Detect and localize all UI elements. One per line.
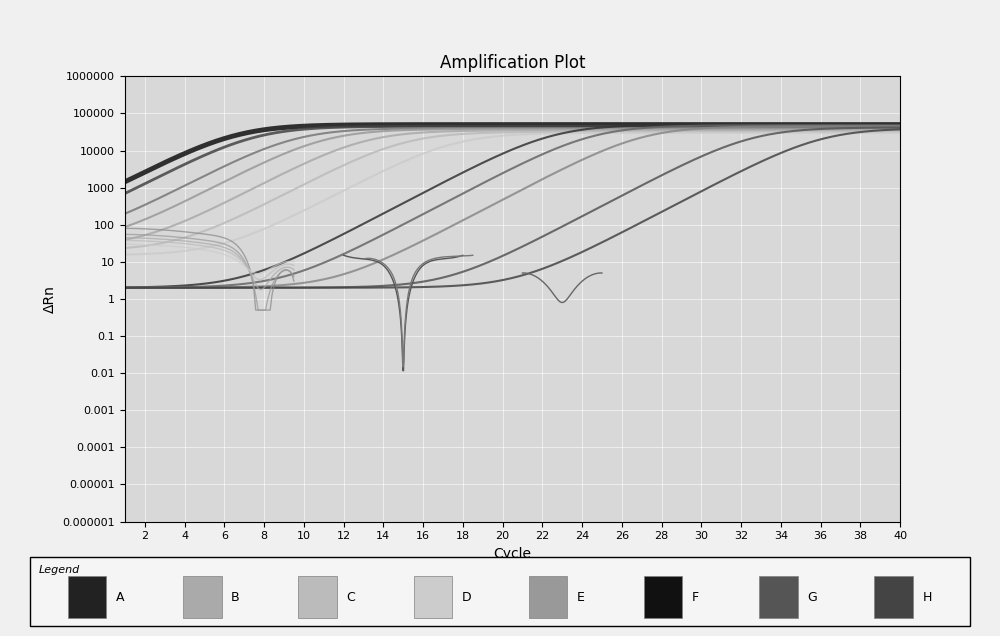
FancyBboxPatch shape xyxy=(30,557,970,626)
Bar xyxy=(298,576,337,618)
Bar xyxy=(759,576,798,618)
Bar xyxy=(644,576,682,618)
Bar xyxy=(68,576,106,618)
Bar xyxy=(183,576,222,618)
Text: E: E xyxy=(577,591,585,604)
Text: F: F xyxy=(692,591,699,604)
Y-axis label: ΔRn: ΔRn xyxy=(43,285,57,313)
Text: B: B xyxy=(231,591,240,604)
X-axis label: Cycle: Cycle xyxy=(494,547,532,561)
Text: G: G xyxy=(807,591,817,604)
Bar xyxy=(529,576,567,618)
Title: Amplification Plot: Amplification Plot xyxy=(440,54,585,72)
Bar xyxy=(414,576,452,618)
Text: A: A xyxy=(116,591,124,604)
Text: H: H xyxy=(922,591,932,604)
Text: Legend: Legend xyxy=(39,565,80,575)
Text: C: C xyxy=(346,591,355,604)
Text: D: D xyxy=(462,591,471,604)
Bar xyxy=(874,576,913,618)
